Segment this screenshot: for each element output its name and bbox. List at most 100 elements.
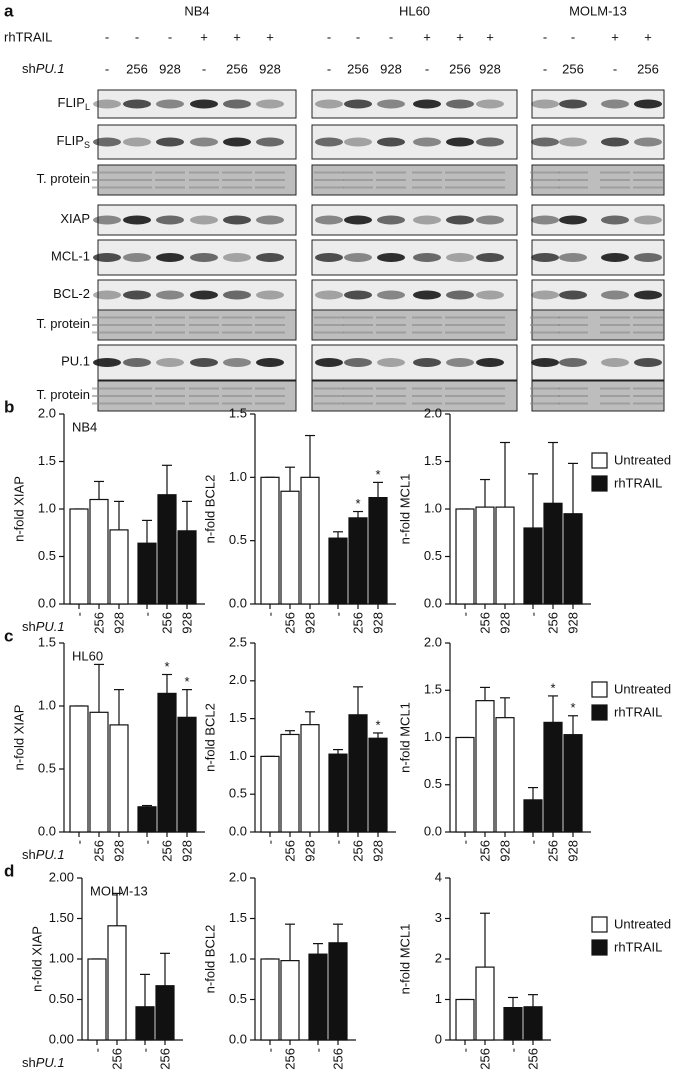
x-tick-label: 928 bbox=[370, 612, 385, 634]
y-tick-label: 0.00 bbox=[49, 1031, 74, 1046]
x-tick-label: 928 bbox=[111, 612, 126, 634]
x-tick-label: - bbox=[457, 840, 472, 844]
bar bbox=[260, 755, 280, 833]
protein-band bbox=[156, 358, 184, 367]
blot-name: T. protein bbox=[37, 171, 90, 186]
y-tick-label: 1.5 bbox=[229, 910, 247, 925]
y-axis-label: n-fold MCL1 bbox=[397, 924, 412, 995]
sh-gene: PU.1 bbox=[36, 619, 65, 634]
blot-label: T. protein bbox=[37, 316, 90, 331]
protein-band bbox=[123, 253, 151, 262]
lane-sh: - bbox=[613, 61, 617, 76]
y-tick-label: 0.5 bbox=[229, 532, 247, 547]
x-tick-label: 928 bbox=[497, 840, 512, 862]
bar bbox=[368, 737, 388, 833]
bar bbox=[155, 985, 175, 1041]
x-tick-label: 256 bbox=[330, 1048, 345, 1070]
protein-band bbox=[559, 358, 587, 367]
protein-band bbox=[601, 290, 629, 300]
bar bbox=[455, 736, 475, 833]
y-tick-label: 0.5 bbox=[38, 760, 56, 775]
x-tick-label: 256 bbox=[477, 612, 492, 634]
bar bbox=[495, 717, 515, 833]
legend-label: rhTRAIL bbox=[614, 704, 662, 719]
lane-treatment: - bbox=[543, 29, 547, 44]
blot-name: PU.1 bbox=[61, 354, 90, 369]
protein-band bbox=[93, 137, 121, 147]
protein-band bbox=[156, 137, 184, 147]
y-axis-label: n-fold XIAP bbox=[11, 476, 26, 542]
protein-band bbox=[413, 290, 441, 300]
y-tick-label: 0.5 bbox=[38, 548, 56, 563]
bar bbox=[475, 966, 495, 1041]
sh-label: shPU.1 bbox=[22, 847, 65, 862]
sh-gene: PU.1 bbox=[36, 847, 65, 862]
y-tick-label: 0.5 bbox=[229, 991, 247, 1006]
lane-treatment: + bbox=[200, 29, 208, 44]
protein-band bbox=[190, 137, 218, 147]
blot-label: FLIPL bbox=[58, 95, 90, 112]
x-tick-label: 256 bbox=[282, 612, 297, 634]
lane-sh: 256 bbox=[637, 61, 659, 76]
y-tick-label: 1.5 bbox=[424, 453, 442, 468]
y-tick-label: 0.5 bbox=[424, 548, 442, 563]
protein-band bbox=[123, 290, 151, 300]
y-tick-label: 0.0 bbox=[38, 823, 56, 838]
lane-treatment: - bbox=[571, 29, 575, 44]
lane-sh: 928 bbox=[479, 61, 501, 76]
protein-band bbox=[413, 137, 441, 147]
lane-treatment: + bbox=[233, 29, 241, 44]
blot-name: T. protein bbox=[37, 316, 90, 331]
x-tick-label: - bbox=[71, 612, 86, 616]
bar bbox=[69, 705, 89, 833]
protein-band bbox=[634, 290, 662, 300]
chart-title: MOLM-13 bbox=[90, 883, 148, 898]
lane-sh: 256 bbox=[347, 61, 369, 76]
bar bbox=[308, 953, 328, 1041]
protein-band bbox=[476, 99, 504, 109]
protein-band bbox=[344, 358, 372, 367]
protein-band bbox=[344, 99, 372, 109]
protein-band bbox=[344, 253, 372, 262]
sh-gene: PU.1 bbox=[36, 61, 65, 76]
legend-label: Untreated bbox=[614, 452, 671, 467]
y-tick-label: 1.0 bbox=[229, 950, 247, 965]
protein-band bbox=[156, 99, 184, 109]
sh-prefix: sh bbox=[22, 1055, 36, 1070]
x-tick-label: - bbox=[137, 1048, 152, 1052]
legend-label: rhTRAIL bbox=[614, 939, 662, 954]
x-tick-label: - bbox=[330, 840, 345, 844]
protein-band bbox=[123, 215, 151, 225]
bar bbox=[368, 497, 388, 605]
protein-band bbox=[377, 137, 405, 147]
lane-sh: 256 bbox=[226, 61, 248, 76]
y-tick-label: 2.00 bbox=[49, 869, 74, 884]
sh-prefix: sh bbox=[22, 619, 36, 634]
lane-treatment: + bbox=[423, 29, 431, 44]
protein-band bbox=[413, 215, 441, 225]
y-axis-label: n-fold XIAP bbox=[29, 926, 44, 992]
x-tick-label: - bbox=[310, 1048, 325, 1052]
protein-band bbox=[256, 215, 284, 225]
y-axis-label: n-fold XIAP bbox=[11, 705, 26, 771]
x-tick-label: 256 bbox=[91, 840, 106, 862]
protein-band bbox=[446, 290, 474, 300]
y-tick-label: 1.0 bbox=[424, 500, 442, 515]
y-tick-label: 0.0 bbox=[424, 823, 442, 838]
protein-band bbox=[223, 290, 251, 300]
x-tick-label: - bbox=[262, 1048, 277, 1052]
x-tick-label: 928 bbox=[111, 840, 126, 862]
x-tick-label: 928 bbox=[179, 612, 194, 634]
blot-subscript: S bbox=[84, 140, 90, 150]
significance-mark: * bbox=[550, 680, 555, 695]
blot-frame bbox=[531, 204, 665, 236]
bar bbox=[109, 529, 129, 605]
x-tick-label: - bbox=[89, 1048, 104, 1052]
y-tick-label: 1 bbox=[435, 991, 442, 1006]
lane-sh: - bbox=[425, 61, 429, 76]
protein-band bbox=[256, 290, 284, 300]
bar bbox=[89, 711, 109, 833]
y-tick-label: 0.0 bbox=[229, 1031, 247, 1046]
bar bbox=[109, 724, 129, 833]
